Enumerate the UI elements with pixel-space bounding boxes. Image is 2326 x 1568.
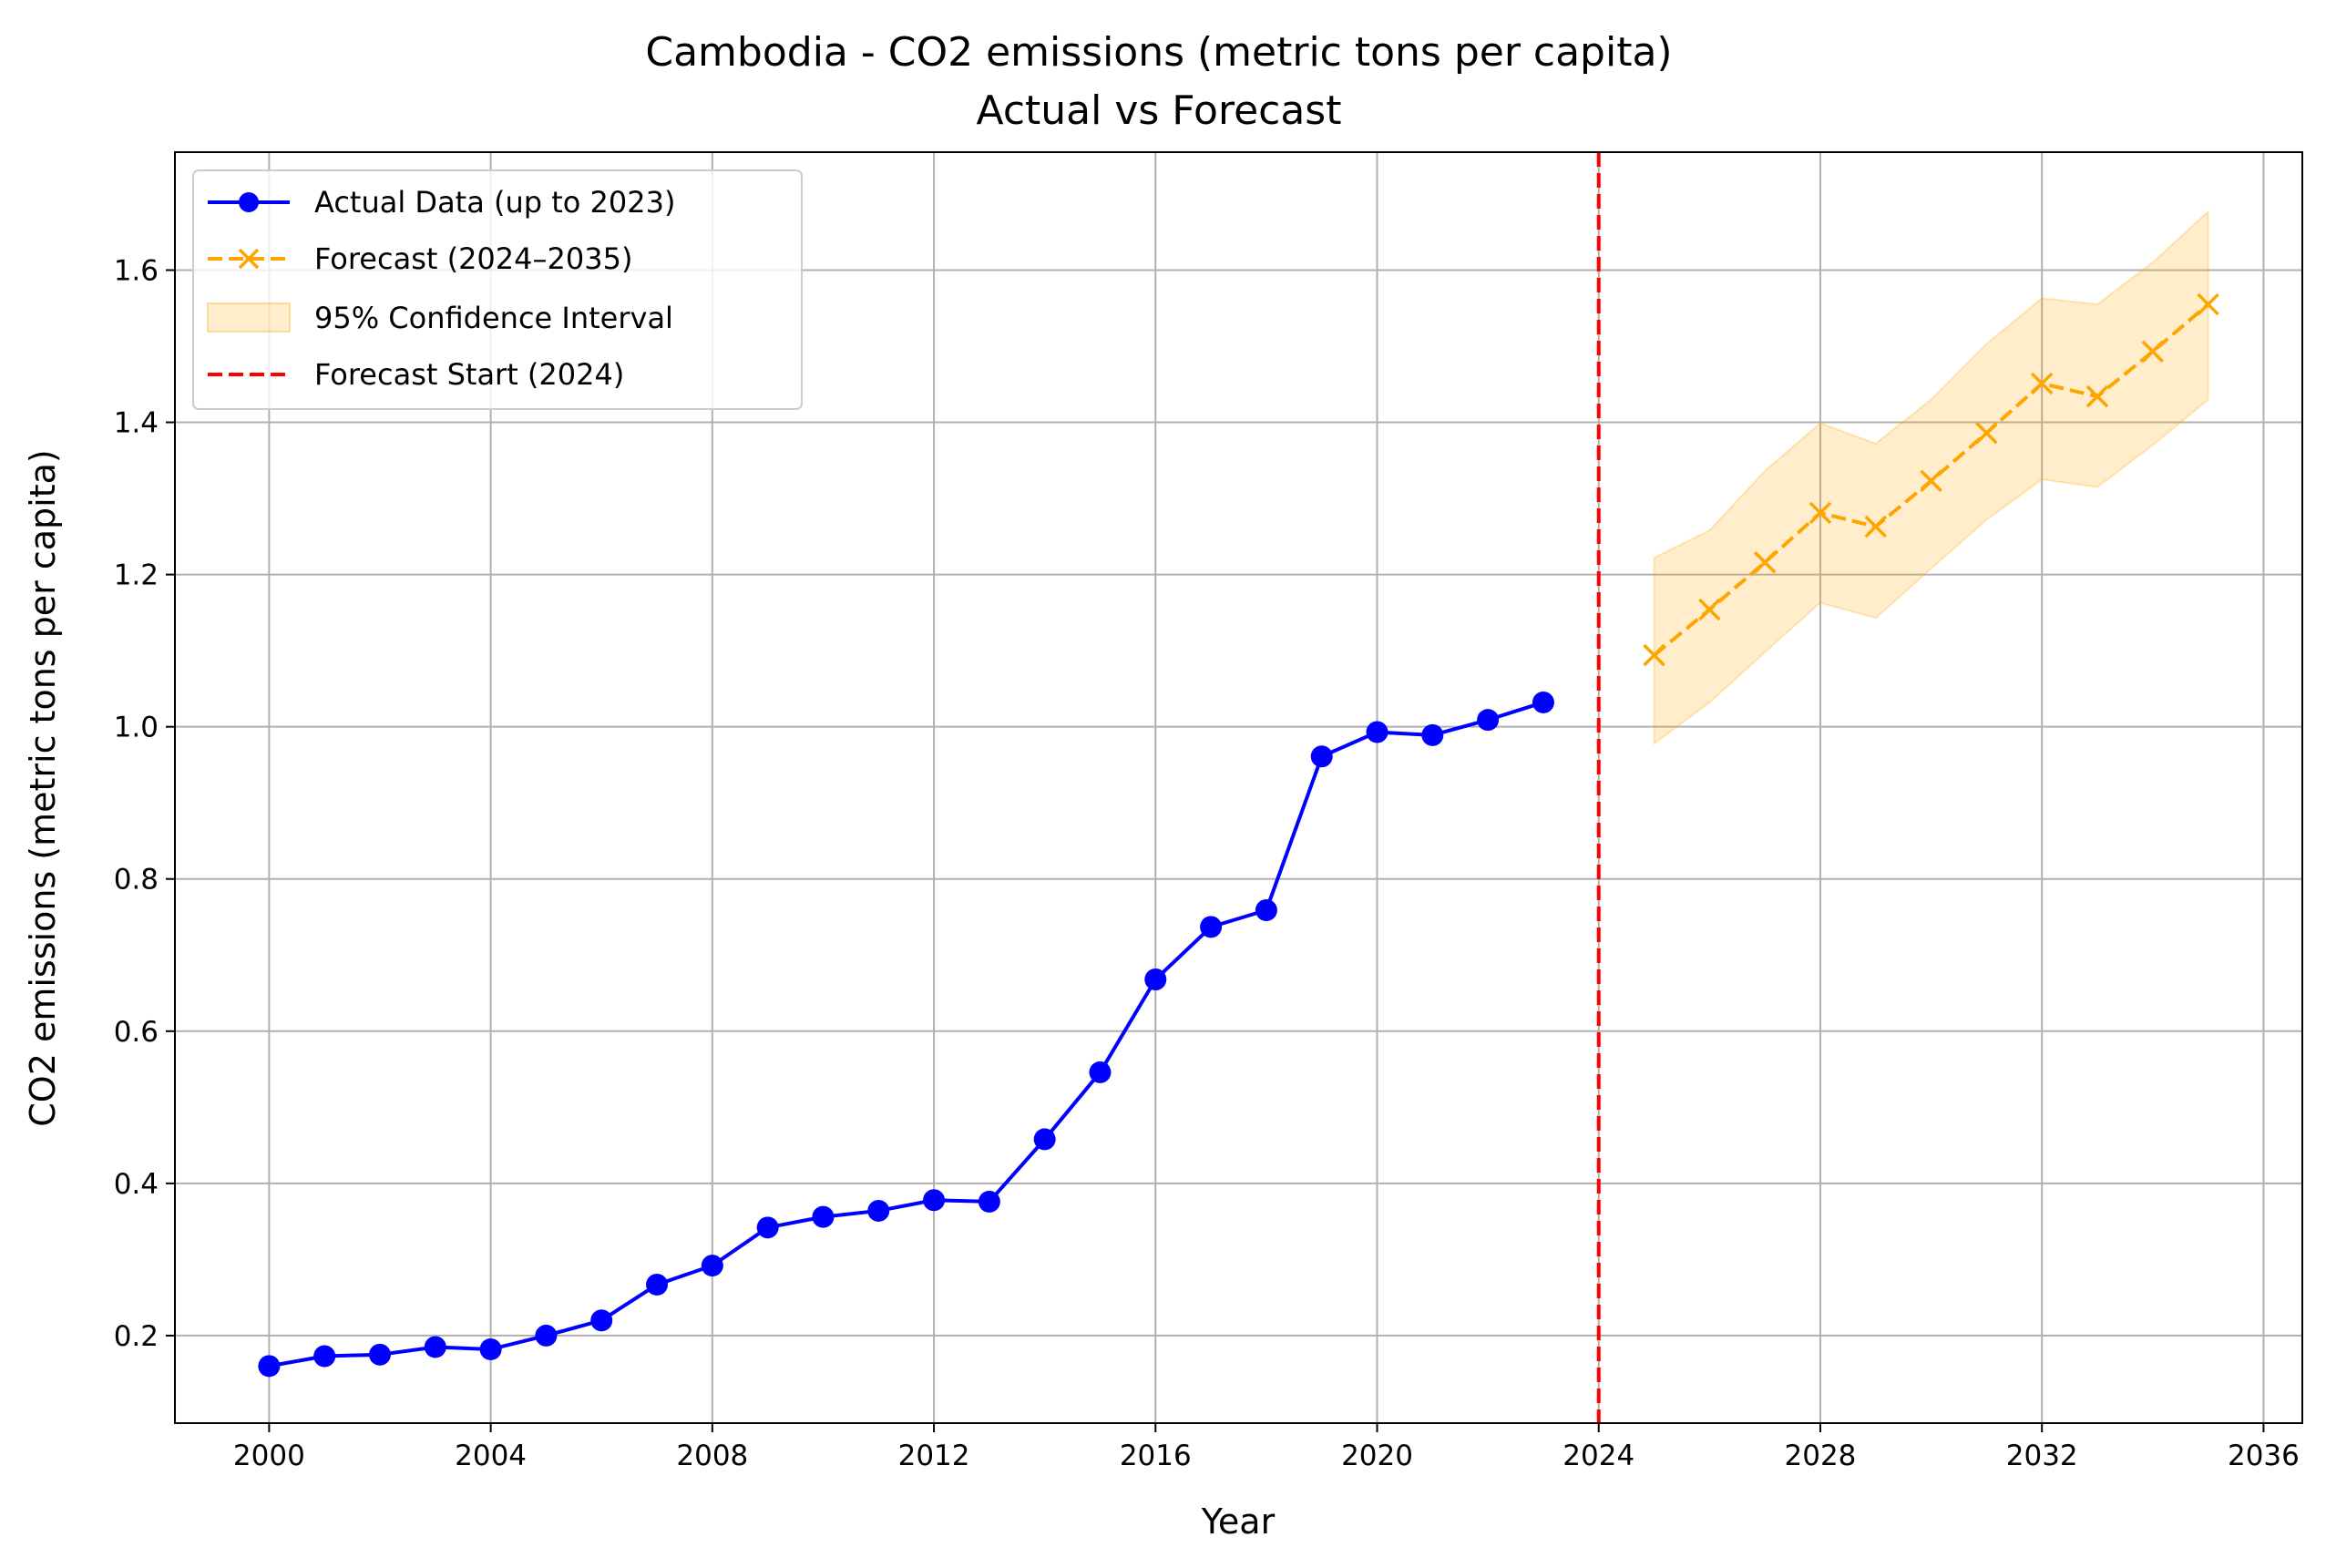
legend-ci-swatch bbox=[207, 302, 291, 333]
actual-data-point bbox=[756, 1216, 779, 1239]
chart-subtitle: Actual vs Forecast bbox=[977, 87, 1342, 134]
x-tick-label: 2016 bbox=[1120, 1440, 1192, 1472]
forecast-data-point bbox=[2085, 384, 2109, 408]
actual-data-point bbox=[258, 1355, 281, 1378]
actual-data-point bbox=[424, 1336, 446, 1358]
forecast-data-point bbox=[2141, 340, 2165, 364]
y-tick-label: 0.4 bbox=[114, 1168, 159, 1201]
actual-data-point bbox=[1532, 691, 1554, 713]
y-tick-label: 0.8 bbox=[114, 864, 159, 897]
actual-data-point bbox=[1033, 1128, 1056, 1151]
legend-forecast-label: Forecast (2024–2035) bbox=[314, 241, 632, 276]
y-tick-label: 1.0 bbox=[114, 712, 159, 744]
actual-data-point bbox=[1421, 723, 1444, 746]
plot-frame bbox=[174, 151, 2303, 1424]
legend-actual-marker bbox=[239, 192, 259, 212]
actual-data-point bbox=[646, 1273, 669, 1296]
x-axis-label: Year bbox=[1201, 1501, 1276, 1542]
actual-data-point bbox=[1477, 709, 1500, 732]
actual-data-point bbox=[479, 1337, 502, 1360]
x-tick-label: 2032 bbox=[2006, 1440, 2078, 1472]
actual-data-point bbox=[923, 1189, 946, 1212]
actual-data-point bbox=[1310, 745, 1333, 768]
legend: Actual Data (up to 2023) Forecast (2024–… bbox=[192, 169, 803, 410]
actual-data-point bbox=[368, 1343, 391, 1366]
forecast-data-point bbox=[1809, 501, 1832, 525]
y-tick-label: 1.2 bbox=[114, 559, 159, 592]
actual-data-point bbox=[701, 1255, 723, 1277]
forecast-data-point bbox=[1698, 598, 1721, 621]
confidence-band bbox=[1653, 209, 2209, 746]
forecast-data-point bbox=[2030, 372, 2054, 395]
y-tick-label: 1.4 bbox=[114, 407, 159, 440]
actual-data-point bbox=[590, 1309, 613, 1332]
series-group bbox=[258, 292, 2219, 1378]
x-axis-ticks: 2000 2004 2008 2012 2016 2020 2024 2028 2032 2036 bbox=[233, 1423, 2300, 1472]
x-tick-label: 2028 bbox=[1785, 1440, 1857, 1472]
actual-data-point bbox=[313, 1345, 336, 1368]
actual-data-point bbox=[535, 1324, 558, 1347]
confidence-band-area bbox=[1653, 209, 2209, 746]
actual-data-point bbox=[1144, 968, 1167, 991]
actual-data-point bbox=[1255, 898, 1277, 921]
actual-data-point bbox=[1200, 916, 1223, 938]
y-tick-label: 1.6 bbox=[114, 254, 159, 287]
legend-forecast-marker bbox=[238, 248, 260, 270]
y-tick-label: 0.6 bbox=[114, 1016, 159, 1049]
x-tick-label: 2008 bbox=[676, 1440, 748, 1472]
actual-data-point bbox=[1366, 721, 1388, 743]
legend-actual-label: Actual Data (up to 2023) bbox=[314, 185, 675, 220]
legend-ci-label: 95% Confidence Interval bbox=[314, 301, 673, 335]
y-axis-ticks: 0.2 0.4 0.6 0.8 1.0 1.2 1.4 1.6 bbox=[114, 254, 175, 1353]
forecast-data-point bbox=[1753, 551, 1777, 574]
x-tick-label: 2036 bbox=[2228, 1440, 2300, 1472]
forecast-data-point bbox=[1920, 469, 1942, 493]
actual-data-point bbox=[812, 1205, 835, 1228]
x-tick-label: 2020 bbox=[1341, 1440, 1413, 1472]
y-axis-label: CO2 emissions (metric tons per capita) bbox=[23, 449, 63, 1126]
forecast-data-point bbox=[2197, 292, 2219, 316]
legend-box bbox=[192, 169, 803, 410]
y-tick-label: 0.2 bbox=[114, 1320, 159, 1353]
forecast-data-point bbox=[1864, 515, 1888, 538]
forecast-data-point bbox=[1643, 643, 1665, 667]
x-tick-label: 2024 bbox=[1563, 1440, 1634, 1472]
chart-title: Cambodia - CO2 emissions (metric tons pe… bbox=[645, 29, 1672, 76]
x-tick-label: 2012 bbox=[898, 1440, 970, 1472]
actual-data-point bbox=[978, 1190, 1000, 1213]
forecast-data-point bbox=[1975, 421, 1998, 445]
x-tick-label: 2000 bbox=[233, 1440, 305, 1472]
legend-vline-label: Forecast Start (2024) bbox=[314, 357, 624, 392]
x-tick-label: 2004 bbox=[455, 1440, 527, 1472]
actual-data-point bbox=[867, 1199, 890, 1222]
actual-data-point bbox=[1089, 1061, 1112, 1083]
